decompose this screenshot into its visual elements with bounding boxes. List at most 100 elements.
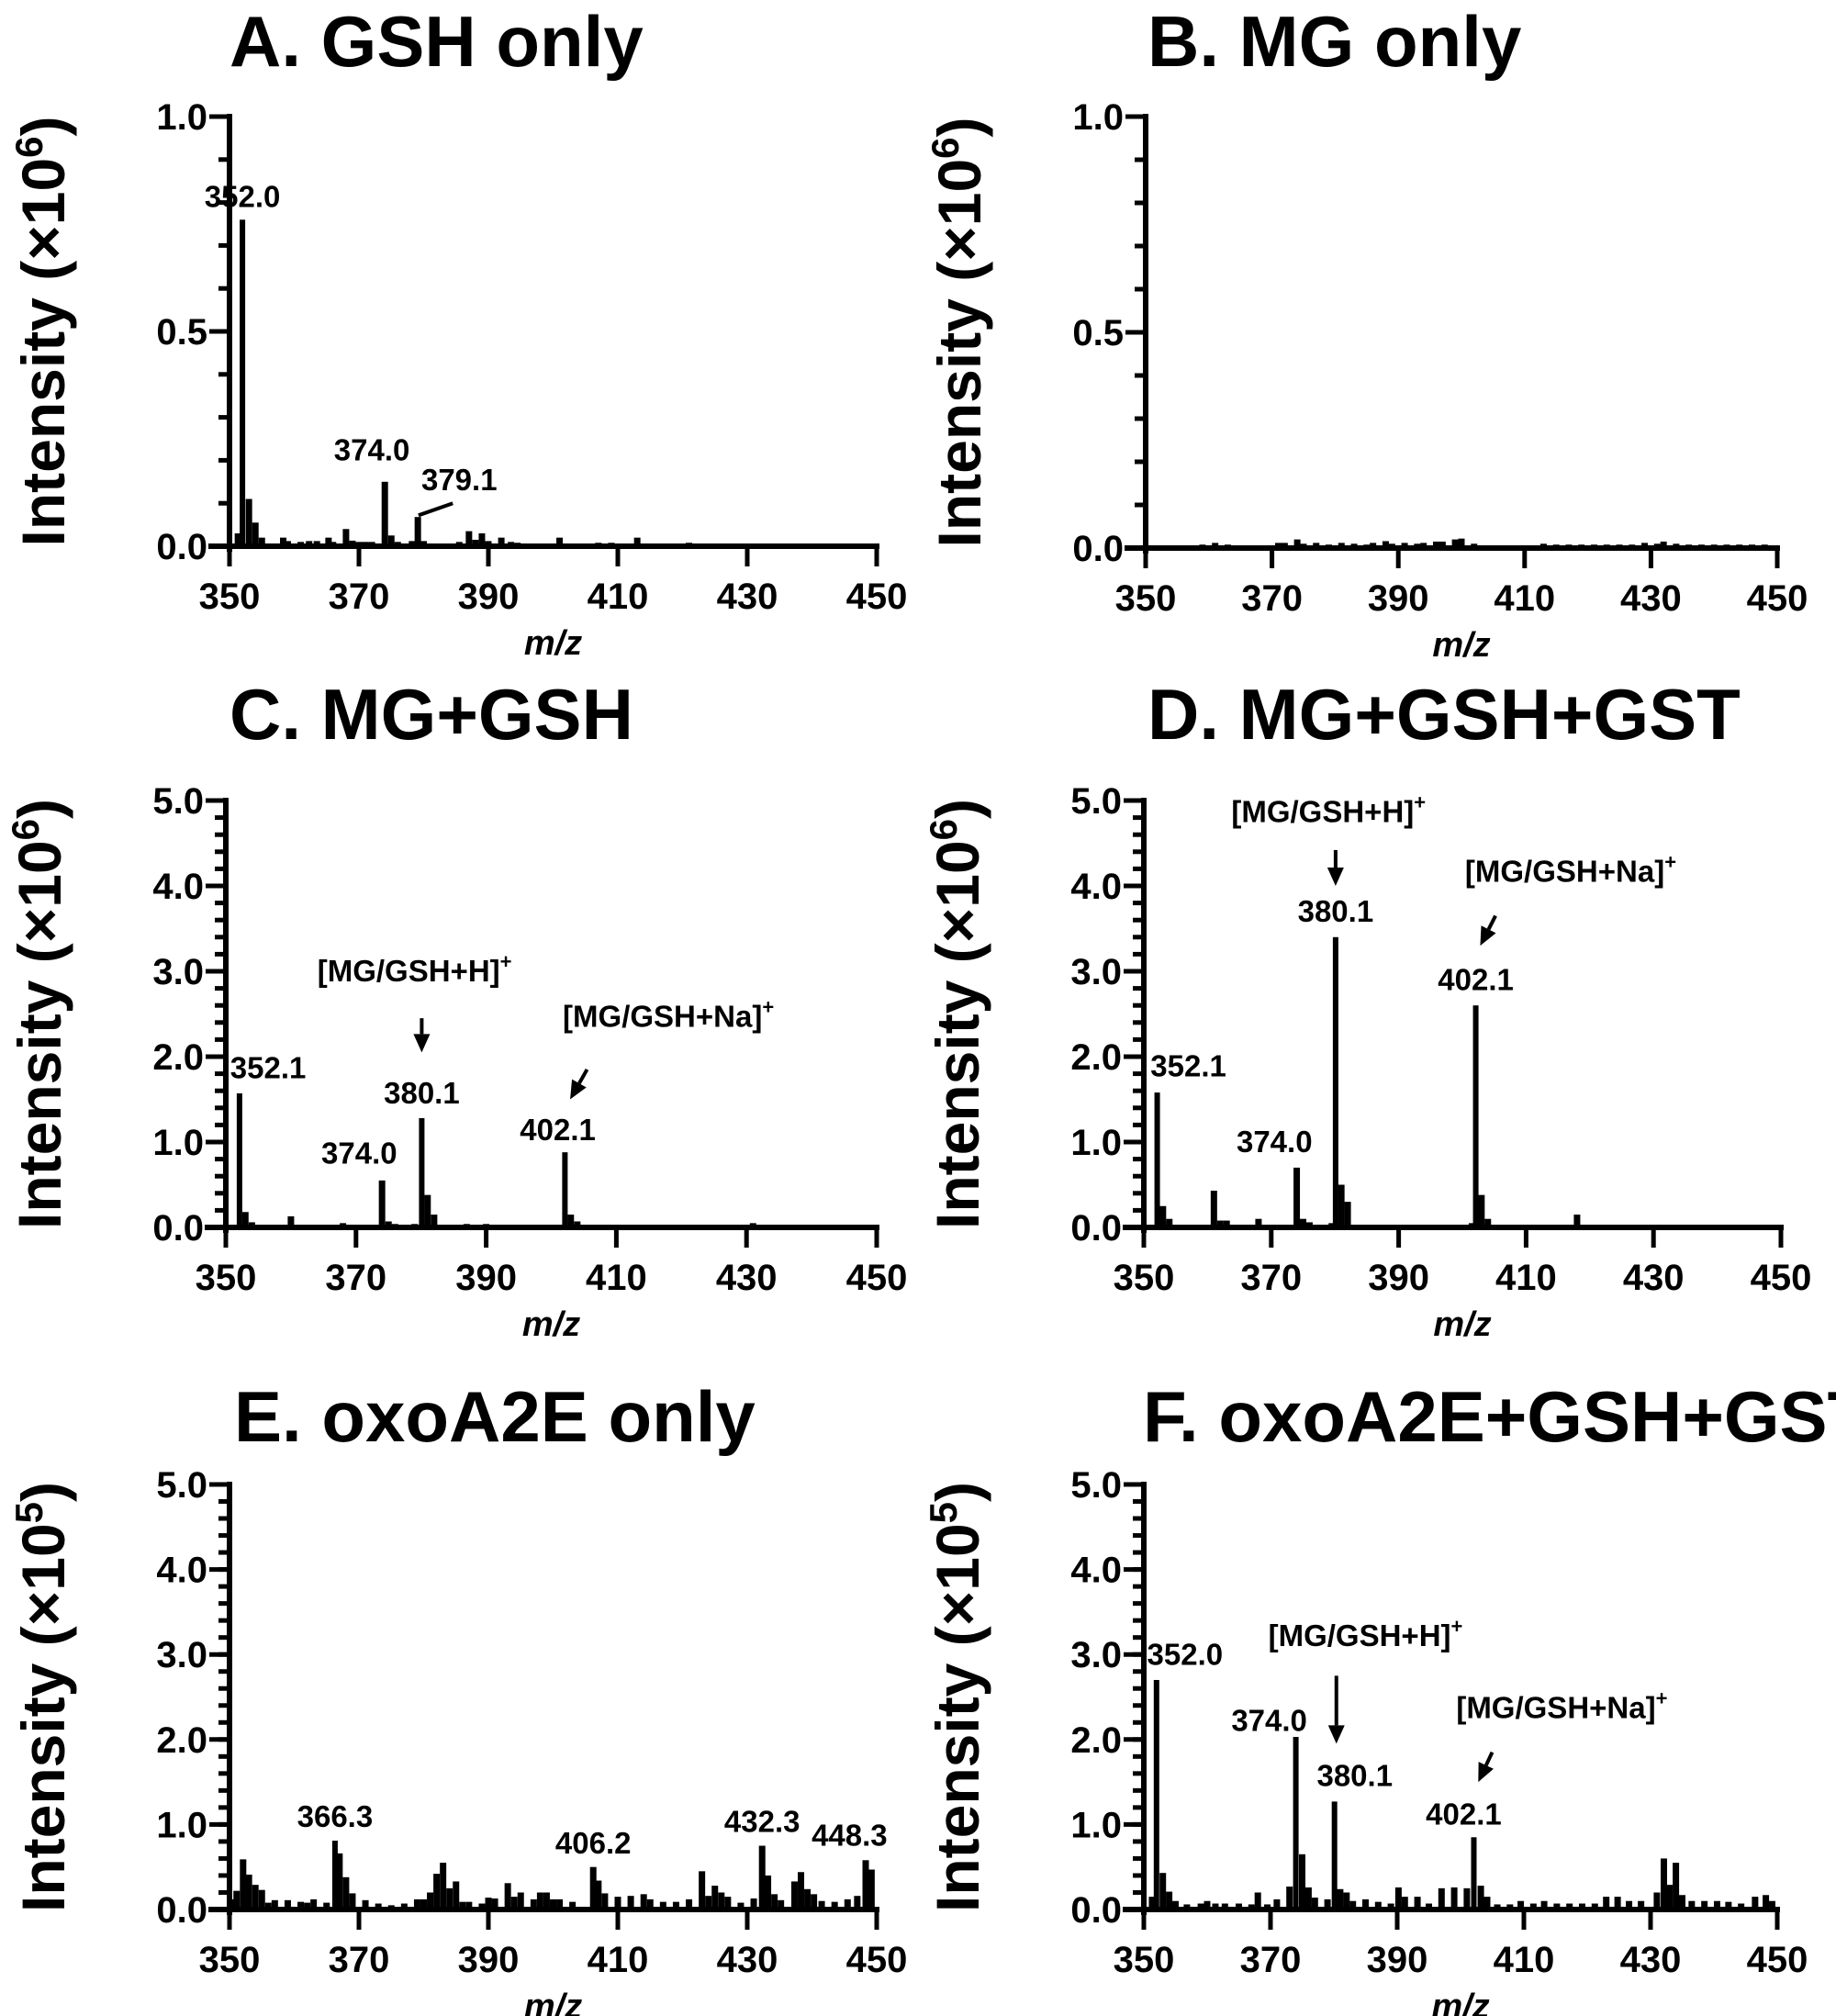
arrowhead-icon [1327, 1725, 1345, 1744]
peak-bar [433, 1874, 441, 1910]
y-tick-label: 1.0 [1072, 97, 1124, 138]
x-tick-label: 410 [1495, 1258, 1557, 1298]
peak-bar [724, 1897, 732, 1910]
peak-label: 380.1 [1298, 894, 1374, 928]
peak-bar [240, 219, 246, 546]
x-tick-label: 430 [1623, 1258, 1685, 1298]
x-tick-label: 370 [1241, 578, 1303, 619]
peak-bar [349, 1893, 356, 1910]
ion-annotation: [MG/GSH+H]+ [1231, 790, 1426, 828]
peak-bar [413, 1898, 420, 1910]
peak-bar [1254, 1892, 1261, 1910]
arrow-icon [1483, 1751, 1495, 1766]
peak-bar [424, 1194, 431, 1227]
panel-title: C. MG+GSH [230, 674, 633, 755]
peak-bar [595, 1880, 602, 1910]
x-axis-label: m/z [1432, 626, 1490, 665]
peak-bar [1763, 1895, 1770, 1910]
peak-bar [1713, 1900, 1720, 1910]
arrowhead-icon [570, 1079, 587, 1100]
peak-bar [601, 1893, 609, 1910]
peak-bar [236, 1092, 242, 1227]
peak-bar [252, 522, 259, 546]
peak-bar [271, 1899, 278, 1910]
x-tick-label: 390 [458, 1940, 520, 1980]
x-tick-label: 370 [1240, 1940, 1302, 1980]
peak-bar [758, 1845, 766, 1910]
peak-bar [1432, 541, 1439, 548]
spectrum-bars [230, 1840, 875, 1910]
peak-bar [811, 1894, 818, 1910]
y-tick-label: 0.0 [156, 1890, 207, 1931]
peak-bar [1216, 1220, 1224, 1227]
y-tick-label: 1.0 [156, 1805, 207, 1845]
y-axis-label-close: ) [6, 799, 73, 819]
y-tick-label: 1.0 [152, 1123, 204, 1163]
peak-bar [336, 1853, 343, 1910]
y-tick-label: 4.0 [152, 867, 204, 907]
peak-bar [1477, 1886, 1484, 1910]
peak-label: 380.1 [384, 1076, 460, 1110]
x-axis-label: m/z [522, 1305, 580, 1344]
peak-bar [1221, 1903, 1228, 1910]
peak-bar [1463, 1887, 1471, 1910]
peak-label: 406.2 [555, 1826, 632, 1860]
peak-bar [1478, 1194, 1485, 1227]
peak-bar [1401, 1897, 1408, 1910]
y-tick-label: 2.0 [1070, 1037, 1122, 1078]
peak-bar [1451, 539, 1459, 548]
peak-bar [453, 1881, 460, 1910]
y-tick-label: 5.0 [1070, 781, 1122, 822]
peak-bar [1203, 1900, 1211, 1910]
peak-bar [240, 1859, 247, 1910]
y-axis-label-text: Intensity (×10 [924, 1523, 991, 1912]
y-axis-label: Intensity (×106) [4, 799, 73, 1229]
ion-charge-sup: + [1664, 850, 1676, 873]
peak-bar [1343, 1892, 1350, 1910]
peak-bar [562, 1152, 568, 1227]
ion-annotation-text: [MG/GSH+H] [1231, 794, 1414, 828]
y-axis-label: Intensity (×105) [7, 1482, 77, 1912]
peak-bar [798, 1872, 805, 1910]
peak-bar [1660, 1858, 1667, 1910]
peak-bar [258, 1889, 265, 1910]
panel-title: A. GSH only [230, 1, 644, 82]
peak-bar [1324, 1898, 1331, 1910]
peak-label: 366.3 [297, 1799, 374, 1833]
peak-bar [427, 1892, 434, 1910]
y-axis-label-text: Intensity (×10 [925, 159, 993, 548]
peak-bar [868, 1869, 875, 1910]
x-tick-label: 410 [586, 1258, 647, 1298]
x-tick-label: 390 [1368, 578, 1429, 619]
x-tick-label: 410 [1494, 1940, 1555, 1980]
y-tick-label: 0.0 [152, 1208, 204, 1249]
peak-bar [280, 537, 287, 546]
peak-bar [1172, 1900, 1179, 1910]
peak-bar [686, 1898, 693, 1910]
peak-bar [1394, 1887, 1402, 1910]
y-tick-label: 2.0 [156, 1720, 207, 1761]
x-axis-label: m/z [524, 624, 582, 663]
x-tick-label: 430 [1620, 578, 1682, 619]
x-tick-label: 430 [717, 1940, 778, 1980]
spectrum-bars [234, 219, 823, 546]
y-axis-label: Intensity (×106) [7, 117, 77, 547]
peak-bar [1387, 1903, 1394, 1910]
peak-bar [1660, 541, 1667, 548]
peak-bar [614, 1897, 621, 1910]
peak-bar [567, 1215, 575, 1227]
peak-bar [1484, 1218, 1492, 1227]
y-axis-label: Intensity (×106) [924, 118, 993, 548]
peak-bar [1591, 1903, 1598, 1910]
peak-bar [1349, 1900, 1357, 1910]
peak-bar [478, 532, 486, 546]
peak-bar [1673, 1863, 1680, 1910]
peak-bar [672, 1901, 679, 1910]
y-tick-label: 5.0 [156, 1465, 207, 1506]
peak-bar [378, 1180, 386, 1227]
y-axis-label-exponent: 5 [7, 1502, 50, 1523]
ion-charge-sup: + [1414, 790, 1426, 813]
x-tick-label: 430 [717, 577, 778, 617]
ion-annotation-text: [MG/GSH+H] [1269, 1618, 1451, 1652]
